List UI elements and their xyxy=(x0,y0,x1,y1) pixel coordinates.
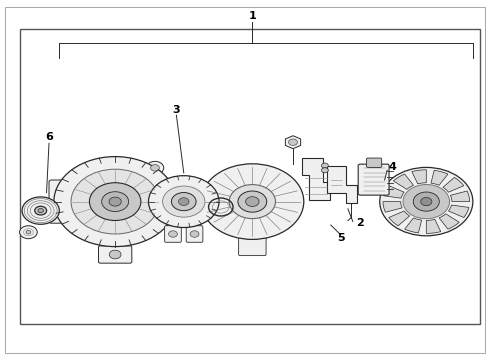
Wedge shape xyxy=(448,205,469,217)
Circle shape xyxy=(321,163,328,168)
Circle shape xyxy=(89,183,141,220)
Circle shape xyxy=(35,206,47,215)
Circle shape xyxy=(20,226,37,239)
Circle shape xyxy=(413,192,440,211)
Circle shape xyxy=(163,186,205,217)
Polygon shape xyxy=(285,136,301,149)
Text: 3: 3 xyxy=(172,105,180,115)
FancyBboxPatch shape xyxy=(98,246,132,263)
Circle shape xyxy=(403,185,450,219)
Circle shape xyxy=(201,164,304,239)
Polygon shape xyxy=(302,158,330,200)
Text: 5: 5 xyxy=(337,233,344,243)
Bar xyxy=(20,29,480,324)
Circle shape xyxy=(380,167,473,236)
Wedge shape xyxy=(389,211,410,226)
Wedge shape xyxy=(450,191,469,202)
Circle shape xyxy=(38,208,44,213)
Circle shape xyxy=(321,168,328,173)
Circle shape xyxy=(229,185,275,219)
Circle shape xyxy=(289,139,297,145)
Circle shape xyxy=(169,231,177,237)
Circle shape xyxy=(172,193,196,211)
Wedge shape xyxy=(384,186,404,198)
Circle shape xyxy=(421,198,432,206)
Wedge shape xyxy=(405,218,421,233)
FancyBboxPatch shape xyxy=(358,164,389,195)
Circle shape xyxy=(102,192,128,212)
Wedge shape xyxy=(443,177,464,192)
Wedge shape xyxy=(431,170,448,185)
Circle shape xyxy=(71,169,159,234)
Polygon shape xyxy=(327,166,357,203)
Wedge shape xyxy=(393,174,414,189)
Wedge shape xyxy=(383,202,402,212)
Circle shape xyxy=(238,191,267,212)
Text: 2: 2 xyxy=(356,218,364,228)
Wedge shape xyxy=(439,214,459,229)
FancyBboxPatch shape xyxy=(49,180,71,223)
Circle shape xyxy=(245,197,259,207)
FancyBboxPatch shape xyxy=(367,158,382,167)
Circle shape xyxy=(26,230,31,234)
Circle shape xyxy=(109,197,121,206)
Text: 1: 1 xyxy=(248,11,256,21)
Circle shape xyxy=(150,165,159,171)
Text: 4: 4 xyxy=(388,162,396,172)
Circle shape xyxy=(148,176,219,228)
Circle shape xyxy=(178,198,189,206)
FancyBboxPatch shape xyxy=(165,226,181,242)
Circle shape xyxy=(54,157,176,247)
Circle shape xyxy=(22,197,59,224)
FancyBboxPatch shape xyxy=(239,237,266,256)
Wedge shape xyxy=(412,170,426,184)
Circle shape xyxy=(146,161,164,174)
Wedge shape xyxy=(426,219,441,233)
FancyBboxPatch shape xyxy=(186,226,203,242)
Text: 6: 6 xyxy=(45,132,53,142)
Circle shape xyxy=(109,250,121,259)
Circle shape xyxy=(190,231,199,237)
